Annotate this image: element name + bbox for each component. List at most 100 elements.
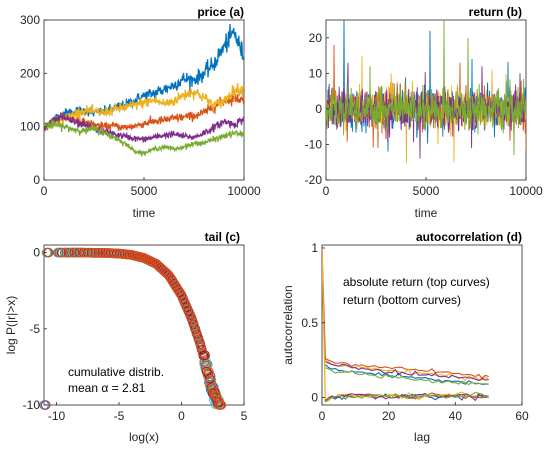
y-tick-label: 0: [315, 102, 322, 116]
panel-price-title: price (a): [197, 5, 244, 19]
x-tick-label: 10000: [509, 184, 543, 198]
tail-point: [94, 248, 105, 258]
y-tick-label: 200: [20, 66, 40, 80]
x-tick-label: 0: [319, 409, 326, 423]
tail-point: [204, 367, 214, 378]
y-tick-label: -5: [29, 322, 40, 336]
tail-point: [205, 376, 216, 387]
panel-return-title: return (b): [469, 5, 522, 19]
clip-group: [322, 247, 490, 403]
x-tick-label: -5: [114, 409, 125, 423]
y-tick-label: 0.5: [301, 316, 318, 330]
x-tick-label: 40: [449, 409, 463, 423]
autocorr-series-line: [325, 358, 489, 379]
panel-tail-xlabel: log(x): [129, 430, 159, 444]
panel-autocorr-annotation-2: return (bottom curves): [343, 293, 461, 307]
tail-point: [40, 400, 51, 410]
tail-point: [200, 350, 210, 360]
panel-tail: tail (c) log(x) log P(|r|>x) cumulative …: [4, 230, 248, 444]
x-tick-label: 0: [41, 184, 48, 198]
autocorr-series-line: [325, 361, 489, 382]
x-tick-label: 5: [241, 409, 248, 423]
panel-return-plot: [326, 20, 526, 164]
y-tick-label: 1: [311, 241, 318, 255]
tail-point: [177, 292, 187, 302]
x-tick-label: 60: [515, 409, 529, 423]
panel-return-xlabel: time: [415, 206, 438, 220]
autocorr-series-line: [325, 367, 489, 386]
tail-point: [170, 280, 180, 290]
panel-price-plot: [44, 23, 244, 157]
tail-point: [115, 248, 126, 259]
y-tick-label: 300: [20, 13, 40, 27]
panel-price-frame: [43, 19, 245, 181]
tail-point: [187, 316, 198, 327]
panel-autocorr-title: autocorrelation (d): [416, 230, 522, 244]
return-series-line: [326, 20, 526, 156]
y-tick-label: 10: [309, 66, 323, 80]
y-tick-label: 0: [311, 391, 318, 405]
x-tick-label: -10: [48, 409, 66, 423]
y-tick-label: 20: [309, 31, 323, 45]
panel-autocorr-frame: [321, 244, 523, 406]
price-series-line: [44, 120, 244, 157]
panel-autocorrelation: autocorrelation (d) lag autocorrelation …: [281, 230, 529, 444]
autocorr-lag0-spike: [322, 247, 326, 403]
panel-autocorr-ylabel: autocorrelation: [281, 285, 295, 364]
tail-point: [98, 248, 108, 258]
x-tick-label: 0: [323, 184, 330, 198]
y-tick-label: 0: [33, 246, 40, 260]
panel-return: return (b) time 0 5000 10000 -20 -10 0 10 20: [305, 5, 543, 220]
panel-autocorr-xlabel: lag: [414, 430, 430, 444]
tail-point: [142, 254, 152, 265]
tail-point: [211, 391, 222, 402]
tail-point: [123, 249, 134, 260]
tail-point: [197, 347, 208, 358]
panel-tail-ylabel: log P(|r|>x): [4, 296, 18, 355]
tail-point: [64, 247, 75, 258]
panel-autocorr-annotation-1: absolute return (top curves): [343, 275, 490, 289]
tail-point: [172, 283, 182, 293]
y-tick-label: -20: [305, 173, 323, 187]
tail-point: [192, 331, 203, 342]
tail-point: [201, 356, 211, 366]
tail-point: [191, 326, 201, 337]
panel-price-ticks: 0 5000 10000 0 100 200 300: [20, 13, 261, 198]
tail-point: [189, 321, 200, 332]
tail-point: [91, 248, 101, 258]
panel-tail-annotation-2: mean α = 2.81: [68, 381, 146, 395]
tail-point: [216, 400, 227, 410]
panel-price: price (a) time 0 5000 10000 0 100 200 300: [20, 5, 261, 220]
clip-group: [326, 20, 526, 164]
clip-group: [44, 23, 244, 157]
x-tick-label: 0: [178, 409, 185, 423]
panel-autocorr-plot: [322, 247, 490, 403]
y-tick-label: -10: [305, 137, 323, 151]
tail-point: [57, 247, 68, 258]
y-tick-label: 0: [33, 173, 40, 187]
tail-point: [79, 247, 90, 258]
tail-point: [194, 336, 205, 347]
panel-tail-ticks: -10 -5 0 5 -10 -5 0: [23, 246, 248, 423]
tail-point: [210, 390, 220, 400]
x-tick-label: 10000: [227, 184, 261, 198]
panel-tail-annotation-1: cumulative distrib.: [68, 365, 164, 379]
autocorr-series-line: [324, 391, 489, 403]
panel-price-xlabel: time: [133, 206, 156, 220]
y-tick-label: 100: [20, 120, 40, 134]
tail-point: [70, 247, 80, 258]
panel-tail-plot: [39, 247, 227, 410]
panel-autocorr-ticks: 0 20 40 60 0 0.5 1: [301, 241, 529, 423]
autocorr-series-line: [325, 391, 489, 403]
tail-point: [113, 248, 123, 259]
tail-point: [83, 247, 94, 258]
x-tick-label: 20: [382, 409, 396, 423]
price-series-line: [44, 83, 244, 131]
price-series-line: [44, 114, 244, 143]
tail-point: [87, 248, 98, 258]
price-series-line: [44, 91, 244, 132]
panel-return-ticks: 0 5000 10000 -20 -10 0 10 20: [305, 31, 543, 198]
y-tick-label: -10: [23, 398, 41, 412]
tail-point: [140, 253, 150, 264]
